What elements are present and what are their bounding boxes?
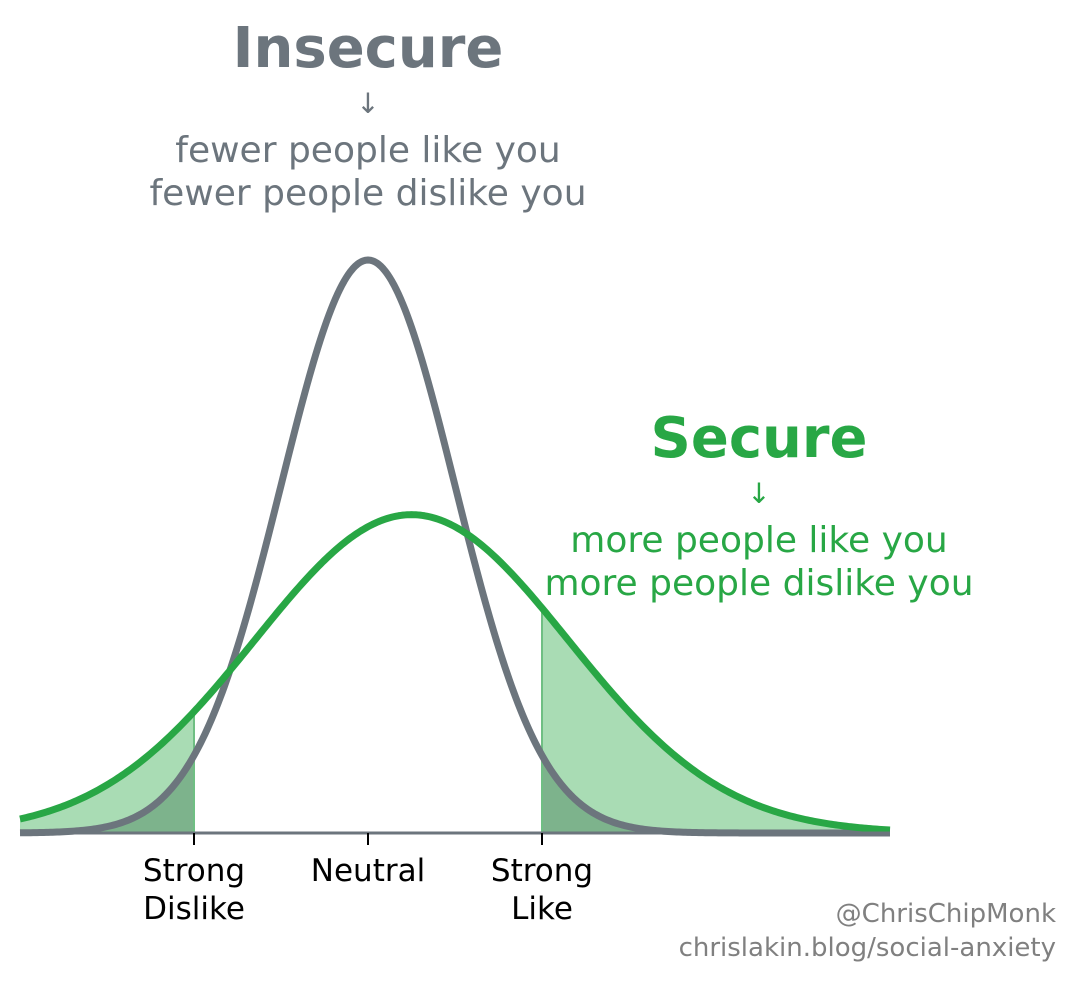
secure-curve <box>18 511 892 834</box>
credits: @ChrisChipMonk chrislakin.blog/social-an… <box>679 899 1056 963</box>
insecure-line-1: fewer people like you <box>175 130 560 171</box>
secure-left-tail-fill <box>20 711 194 833</box>
insecure-left-tail-fill <box>20 755 194 833</box>
secure-right-tail-fill <box>542 608 890 833</box>
credit-handle: @ChrisChipMonk <box>836 899 1056 929</box>
tick-label-strong-dislike-1: Strong <box>143 853 245 889</box>
insecure-right-tail-fill <box>542 755 890 833</box>
secure-arrow: ↓ <box>747 477 770 510</box>
tick-label-strong-like-2: Like <box>511 891 573 927</box>
x-tick-labels: Strong Dislike Neutral Strong Like <box>143 853 593 927</box>
tick-label-neutral: Neutral <box>311 853 425 889</box>
insecure-title: Insecure <box>233 16 504 81</box>
insecure-annotation: Insecure ↓ fewer people like you fewer p… <box>149 16 586 214</box>
shaded-areas <box>20 608 890 833</box>
insecure-arrow: ↓ <box>356 87 379 120</box>
x-ticks <box>193 833 543 845</box>
secure-title: Secure <box>651 406 868 471</box>
tick-label-strong-dislike-2: Dislike <box>143 891 245 927</box>
insecure-line-2: fewer people dislike you <box>149 173 586 214</box>
tick-label-strong-like-1: Strong <box>491 853 593 889</box>
secure-line-1: more people like you <box>570 520 947 561</box>
secure-annotation: Secure ↓ more people like you more peopl… <box>544 406 973 604</box>
credit-url: chrislakin.blog/social-anxiety <box>679 933 1056 963</box>
secure-line-2: more people dislike you <box>544 563 973 604</box>
